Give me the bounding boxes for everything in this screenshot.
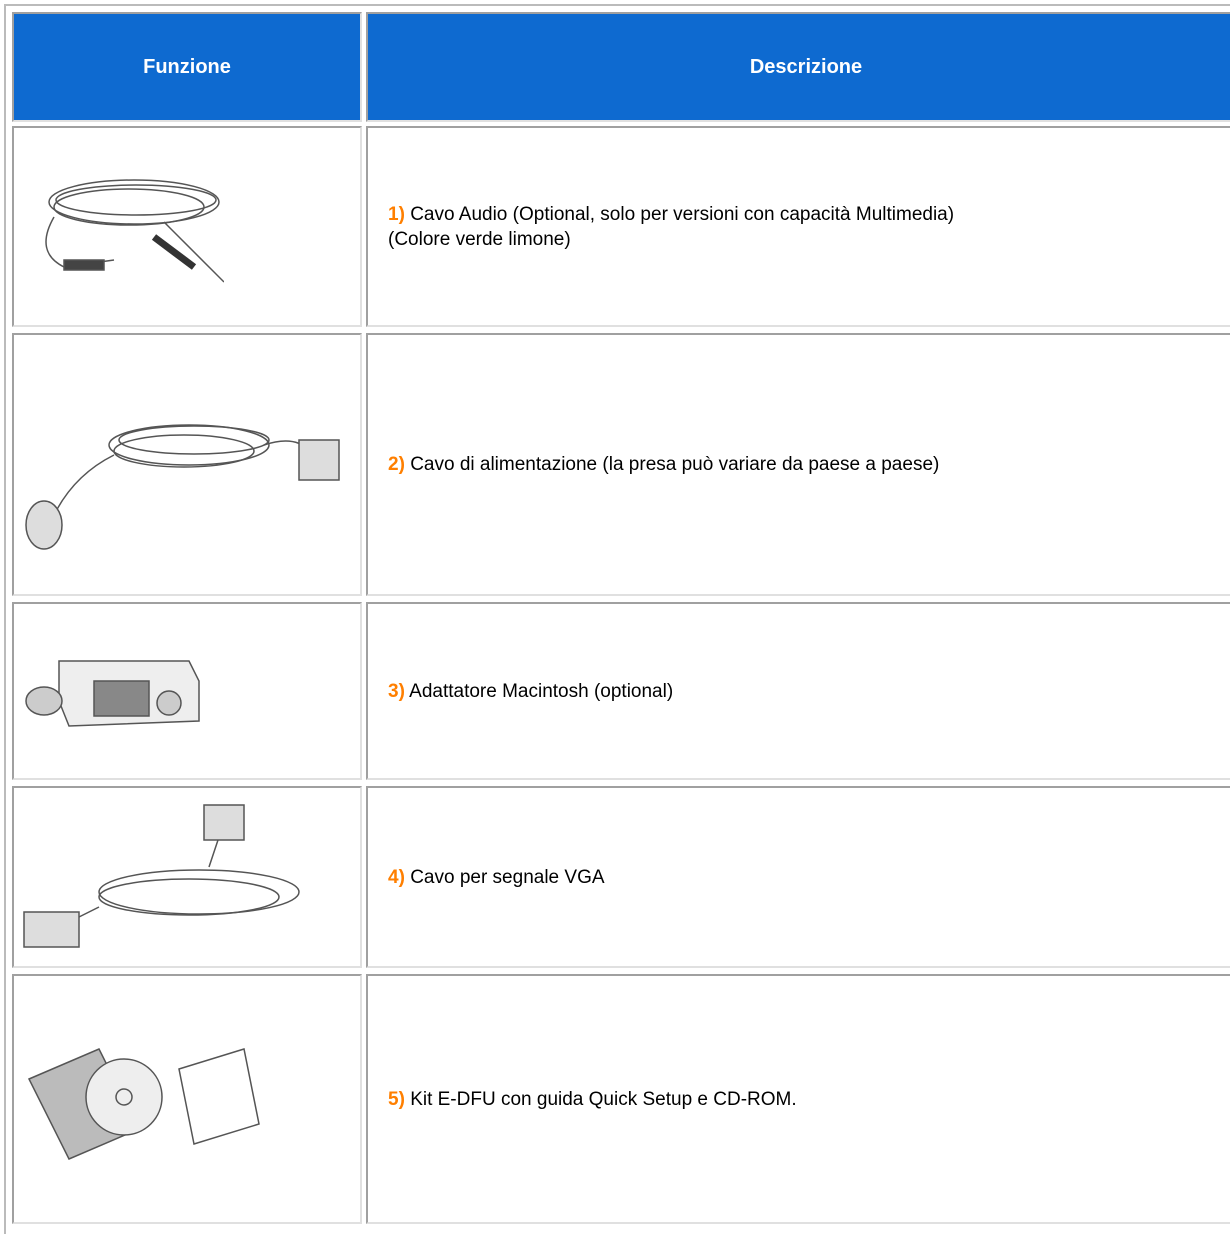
image-cell xyxy=(12,786,362,968)
table-frame xyxy=(4,4,1230,1234)
description: 2) Cavo di alimentazione (la presa può v… xyxy=(388,452,939,477)
description-line: (Colore verde limone) xyxy=(388,228,571,250)
description-line: Cavo Audio (Optional, solo per versioni … xyxy=(410,203,955,225)
description-cell: 4) Cavo per segnale VGA xyxy=(366,786,1230,968)
item-number: 2) xyxy=(388,454,405,475)
adapter-icon xyxy=(25,660,200,727)
description-line: Cavo di alimentazione (la presa può vari… xyxy=(410,454,940,475)
description-cell: 2) Cavo di alimentazione (la presa può v… xyxy=(366,333,1230,596)
description-line: Cavo per segnale VGA xyxy=(410,866,605,888)
description-line: Adattatore Macintosh (optional) xyxy=(409,680,674,702)
header-cell: Funzione xyxy=(12,12,362,122)
image-cell xyxy=(12,126,362,327)
header-text: Funzione xyxy=(143,55,231,78)
description: 4) Cavo per segnale VGA xyxy=(388,865,605,890)
power-cable-icon xyxy=(25,423,340,550)
description: 3) Adattatore Macintosh (optional) xyxy=(388,679,673,704)
description-cell: 3) Adattatore Macintosh (optional) xyxy=(366,602,1230,780)
item-number: 5) xyxy=(388,1088,405,1110)
header-text: Descrizione xyxy=(749,55,863,78)
image-cell xyxy=(12,602,362,780)
item-number: 3) xyxy=(388,680,405,702)
image-cell xyxy=(12,974,362,1224)
description-cell: 5) Kit E-DFU con guida Quick Setup e CD-… xyxy=(366,974,1230,1224)
description: 1) Cavo Audio (Optional, solo per versio… xyxy=(388,202,954,252)
item-number: 4) xyxy=(388,866,405,888)
vga-cable-icon xyxy=(23,804,300,948)
audio-cable-icon xyxy=(45,178,224,283)
description-line: Kit E-DFU con guida Quick Setup e CD-ROM… xyxy=(410,1088,797,1110)
description: 5) Kit E-DFU con guida Quick Setup e CD-… xyxy=(388,1087,797,1112)
cd-kit-icon xyxy=(27,1048,260,1160)
image-cell xyxy=(12,333,362,596)
item-number: 1) xyxy=(388,203,405,225)
header-cell: Descrizione xyxy=(366,12,1230,122)
description-cell: 1) Cavo Audio (Optional, solo per versio… xyxy=(366,126,1230,327)
